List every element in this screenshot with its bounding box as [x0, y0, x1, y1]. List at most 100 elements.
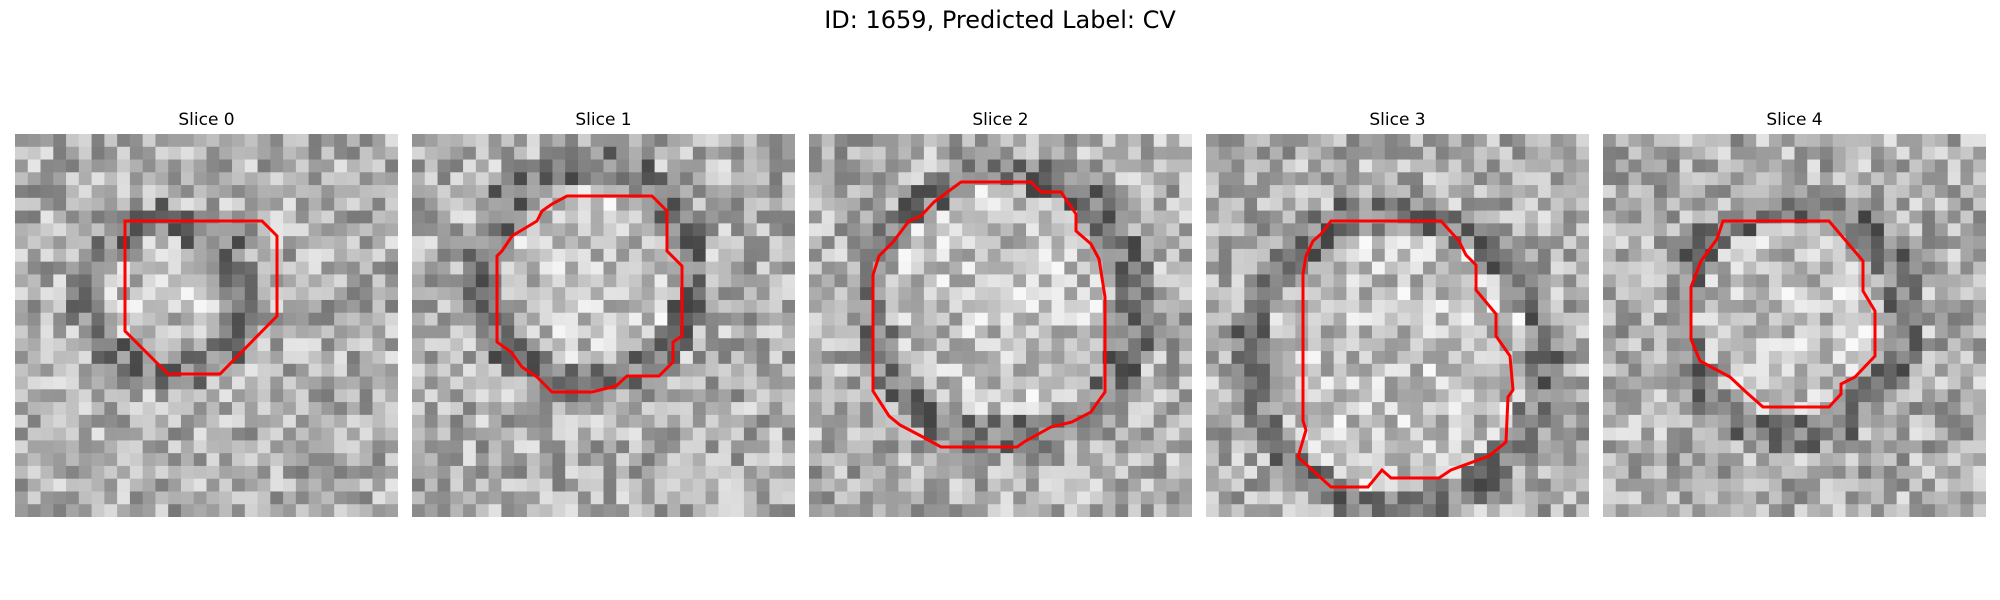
pixel [1026, 491, 1040, 505]
pixel [232, 248, 246, 263]
pixel [514, 376, 528, 390]
pixel [334, 274, 348, 288]
pixel [809, 159, 823, 173]
pixel [1371, 312, 1386, 327]
pixel [1717, 248, 1732, 263]
pixel [514, 325, 528, 339]
pixel [206, 402, 220, 416]
pixel [1845, 172, 1859, 186]
pixel [1973, 389, 1986, 403]
pixel [782, 172, 795, 186]
pixel [1896, 440, 1910, 454]
pixel [1410, 402, 1424, 416]
slice-title: Slice 4 [1766, 110, 1823, 130]
pixel [1807, 325, 1821, 339]
pixel [1756, 248, 1770, 263]
pixel [1807, 146, 1821, 161]
pixel [27, 172, 42, 186]
pixel [359, 414, 374, 429]
pixel [1206, 172, 1220, 186]
pixel [1153, 440, 1168, 454]
pixel [463, 274, 477, 288]
pixel [872, 274, 887, 288]
pixel [923, 134, 938, 148]
pixel [1000, 210, 1014, 224]
pixel [15, 491, 29, 505]
pixel [206, 338, 220, 352]
pixel [1909, 248, 1923, 263]
pixel [1666, 146, 1681, 161]
pixel [1218, 159, 1233, 173]
pixel [385, 504, 398, 517]
pixel [104, 504, 118, 517]
pixel [1000, 299, 1014, 314]
slice-image [809, 134, 1192, 517]
pixel [885, 427, 899, 441]
pixel [308, 325, 322, 339]
pixel [1705, 134, 1719, 148]
pixel [66, 376, 80, 390]
pixel [898, 465, 912, 480]
pixel [1257, 465, 1271, 480]
pixel [705, 159, 719, 173]
pixel [1077, 210, 1091, 224]
pixel [346, 478, 361, 493]
pixel [705, 299, 719, 314]
pixel [1102, 491, 1116, 505]
pixel [1486, 274, 1501, 288]
pixel [232, 491, 246, 505]
pixel [860, 440, 874, 454]
pixel [1654, 465, 1668, 480]
pixel [1397, 312, 1411, 327]
pixel [590, 465, 605, 480]
pixel [1692, 146, 1706, 161]
pixel [1603, 146, 1617, 161]
pixel [629, 402, 643, 416]
pixel [475, 402, 490, 416]
pixel [372, 376, 386, 390]
pixel [1499, 159, 1513, 173]
pixel [193, 134, 208, 148]
pixel [40, 325, 54, 339]
pixel [412, 351, 426, 365]
pixel [155, 478, 169, 493]
pixel [424, 325, 439, 339]
pixel [1717, 491, 1732, 505]
pixel [1038, 491, 1053, 505]
pixel [1461, 185, 1475, 199]
pixel [1089, 134, 1104, 148]
pixel [1166, 351, 1180, 365]
pixel [743, 223, 758, 237]
pixel [488, 325, 502, 339]
pixel [1051, 197, 1065, 212]
pixel [385, 363, 398, 378]
pixel [308, 440, 322, 454]
pixel [1038, 440, 1053, 454]
pixel [1896, 134, 1910, 148]
pixel [629, 351, 643, 365]
pixel [463, 402, 477, 416]
pixel [1871, 363, 1885, 378]
pixel [463, 287, 477, 301]
pixel [1922, 261, 1936, 276]
pixel [334, 351, 348, 365]
pixel [1077, 478, 1091, 493]
pixel [987, 389, 1002, 403]
pixel [1359, 287, 1373, 301]
pixel [782, 465, 795, 480]
pixel [372, 453, 386, 467]
pixel [1794, 440, 1808, 454]
pixel [1128, 465, 1142, 480]
pixel [372, 402, 386, 416]
pixel [1231, 146, 1245, 161]
pixel [1717, 440, 1732, 454]
pixel [1705, 402, 1719, 416]
pixel [769, 453, 783, 467]
pixel [437, 325, 451, 339]
pixel [1615, 338, 1630, 352]
pixel [1166, 287, 1180, 301]
pixel [603, 197, 617, 212]
pixel [1820, 453, 1834, 467]
pixel [270, 185, 284, 199]
pixel [577, 338, 592, 352]
